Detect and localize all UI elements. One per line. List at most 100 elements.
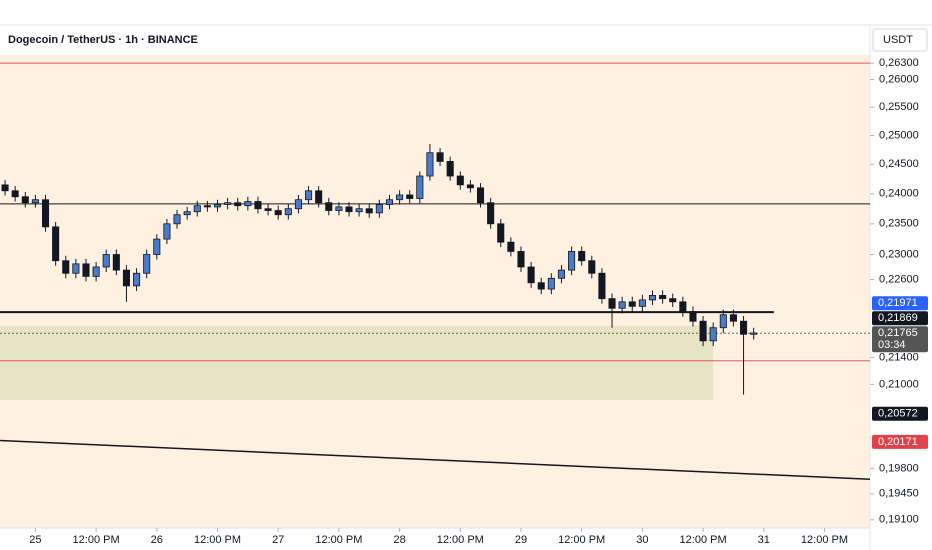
candle-body	[517, 251, 525, 268]
y-tick-label: 0,25500	[879, 101, 919, 113]
candle-body	[618, 301, 626, 309]
price-label-box	[872, 326, 928, 353]
candle-body	[203, 205, 211, 208]
candle-body	[608, 298, 616, 309]
candle-body	[396, 194, 404, 201]
candle-body	[153, 238, 161, 255]
y-tick-label: 0,22600	[879, 273, 919, 285]
candle-body	[92, 266, 100, 277]
x-tick-label: 29	[515, 534, 527, 546]
candle-body	[476, 187, 485, 204]
candle-body	[628, 301, 636, 307]
currency-box	[872, 28, 928, 52]
candle-body	[305, 190, 313, 201]
candle-body	[122, 269, 130, 287]
candle-body	[416, 175, 424, 199]
candle-body	[426, 152, 434, 177]
y-tick-label: 0,19450	[879, 488, 919, 500]
x-tick-label: 12:00 PM	[73, 534, 120, 546]
candle-body	[31, 199, 39, 204]
price-label: 0,21765	[878, 327, 918, 339]
x-tick-label: 31	[758, 534, 770, 546]
candle-body	[254, 201, 262, 210]
price-label-box	[872, 296, 928, 311]
x-tick-label: 12:00 PM	[437, 534, 484, 546]
candle-body	[527, 266, 535, 284]
price-label-box	[872, 434, 928, 449]
x-tick-label: 12:00 PM	[194, 534, 241, 546]
price-label-box	[872, 311, 928, 326]
y-tick-label: 0,26300	[879, 57, 919, 69]
candle-body	[588, 260, 596, 274]
candle-body	[173, 214, 181, 225]
x-tick-label: 30	[636, 534, 648, 546]
candle-body	[578, 251, 586, 262]
candle-body	[406, 194, 414, 199]
price-countdown: 03:34	[878, 339, 906, 351]
candle-body	[537, 282, 545, 290]
candle-body	[274, 210, 282, 216]
y-tick-label: 0,23000	[879, 248, 919, 260]
zone	[0, 325, 714, 401]
chart-title: Dogecoin / TetherUS · 1h · BINANCE	[8, 34, 198, 46]
candle-body	[102, 254, 110, 268]
x-tick-label: 12:00 PM	[801, 534, 848, 546]
plot	[0, 62, 870, 480]
candle-body	[345, 206, 353, 213]
currency: USDT	[883, 34, 913, 46]
candle-body	[11, 190, 19, 198]
x-tick-label: 28	[393, 534, 405, 546]
candle-body	[446, 161, 454, 177]
candle-body	[557, 269, 565, 279]
x-tick-label: 27	[272, 534, 284, 546]
candle-body	[41, 199, 50, 228]
candle-body	[659, 295, 667, 300]
candle-body	[335, 206, 343, 211]
candle-body	[729, 314, 737, 322]
price-label: 0,20171	[878, 436, 918, 448]
candle-body	[183, 211, 191, 216]
y-tick-label: 0,21400	[879, 351, 919, 363]
candle-body	[143, 254, 151, 274]
candle-body	[679, 301, 687, 312]
candle-body	[244, 201, 252, 207]
y-tick-label: 0,26000	[879, 73, 919, 85]
candle-body	[456, 175, 464, 186]
candle-body	[1, 184, 9, 192]
candle-body	[193, 205, 201, 213]
candle-body	[689, 311, 697, 322]
candle-body	[284, 208, 292, 216]
x-tick-label: 12:00 PM	[558, 534, 605, 546]
candle-body	[487, 202, 495, 225]
candle-body	[355, 208, 363, 213]
y-tick-label: 0,24500	[879, 158, 919, 170]
plot-area	[0, 55, 870, 528]
candle-body	[72, 263, 80, 274]
candle-body	[52, 226, 60, 262]
price-label: 0,20572	[878, 408, 918, 420]
y-tick-label: 0,25000	[879, 129, 919, 141]
y-tick-label: 0,24000	[879, 188, 919, 200]
candle-body	[568, 251, 576, 271]
candle-body	[21, 196, 29, 204]
candle-body	[315, 190, 323, 204]
price-label: 0,21869	[878, 312, 918, 324]
candle-body	[385, 199, 394, 205]
price-label-box	[872, 406, 928, 421]
candle-body	[709, 327, 717, 342]
x-tick-label: 12:00 PM	[315, 534, 362, 546]
candle-body	[699, 320, 707, 342]
candle-body	[547, 277, 555, 290]
candle-body	[82, 263, 90, 277]
y-tick-label: 0,23500	[879, 218, 919, 230]
x-tick-label: 12:00 PM	[680, 534, 727, 546]
candle-body	[375, 204, 383, 214]
candle-body	[669, 298, 677, 303]
y-tick-label: 0,19100	[879, 514, 919, 526]
candle-body	[740, 320, 748, 335]
candle-body	[163, 223, 171, 240]
candle-body	[497, 223, 505, 243]
candle-body	[133, 272, 141, 287]
trendline	[0, 439, 870, 480]
